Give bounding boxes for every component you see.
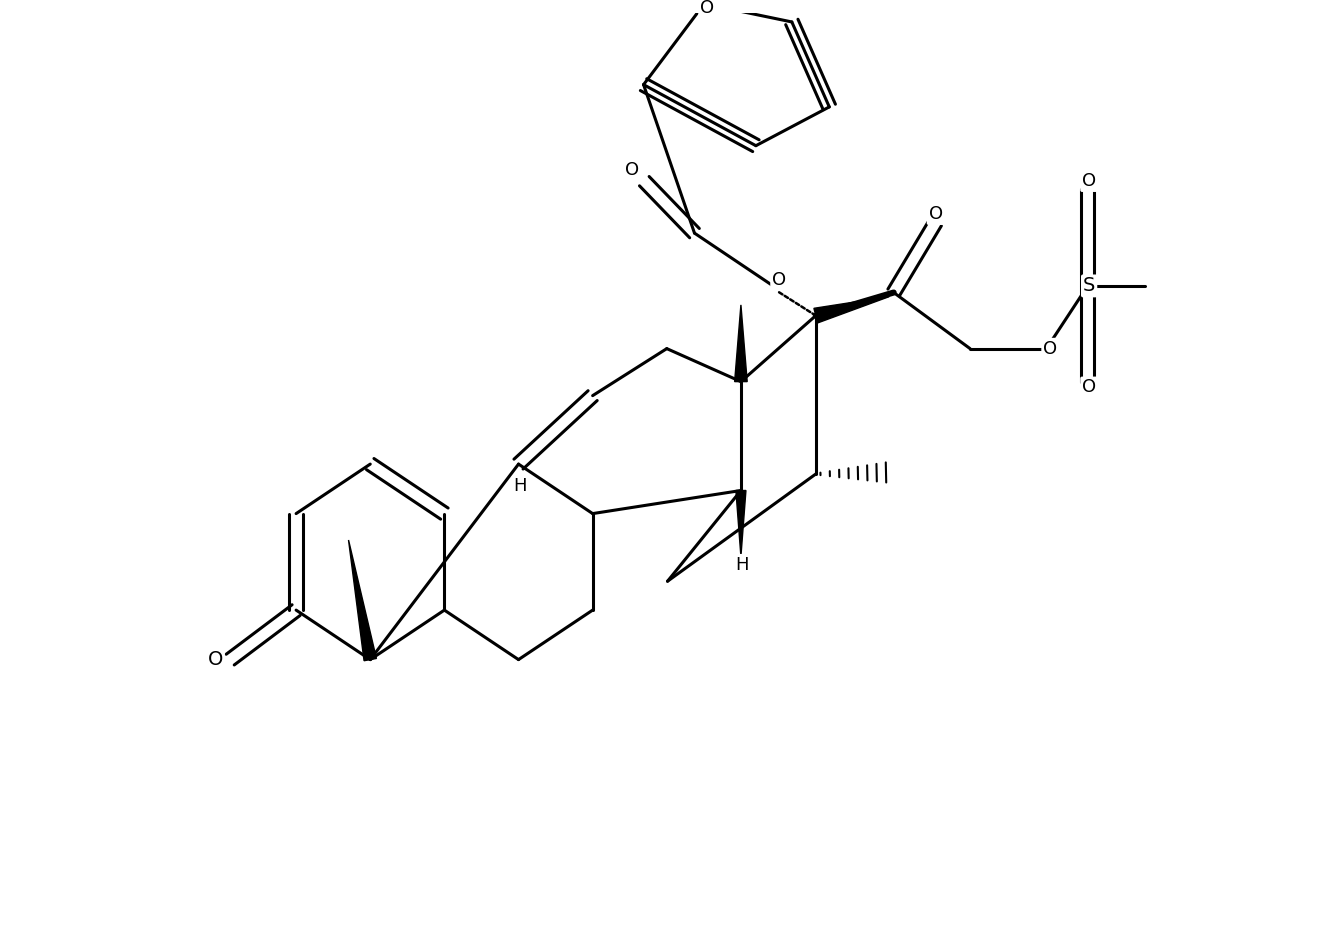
Text: H: H bbox=[513, 477, 527, 495]
Text: O: O bbox=[624, 162, 639, 179]
Polygon shape bbox=[735, 490, 746, 557]
Text: O: O bbox=[929, 205, 942, 223]
Text: H: H bbox=[514, 479, 527, 499]
Text: O: O bbox=[1082, 172, 1096, 191]
Text: O: O bbox=[208, 650, 223, 669]
Text: S: S bbox=[1083, 276, 1095, 295]
Polygon shape bbox=[813, 297, 890, 323]
Text: H: H bbox=[735, 556, 749, 573]
Text: O: O bbox=[1082, 378, 1096, 396]
Polygon shape bbox=[734, 304, 747, 382]
Text: O: O bbox=[772, 271, 786, 290]
Text: O: O bbox=[701, 0, 714, 17]
Text: O: O bbox=[1043, 340, 1057, 358]
Polygon shape bbox=[349, 540, 376, 660]
